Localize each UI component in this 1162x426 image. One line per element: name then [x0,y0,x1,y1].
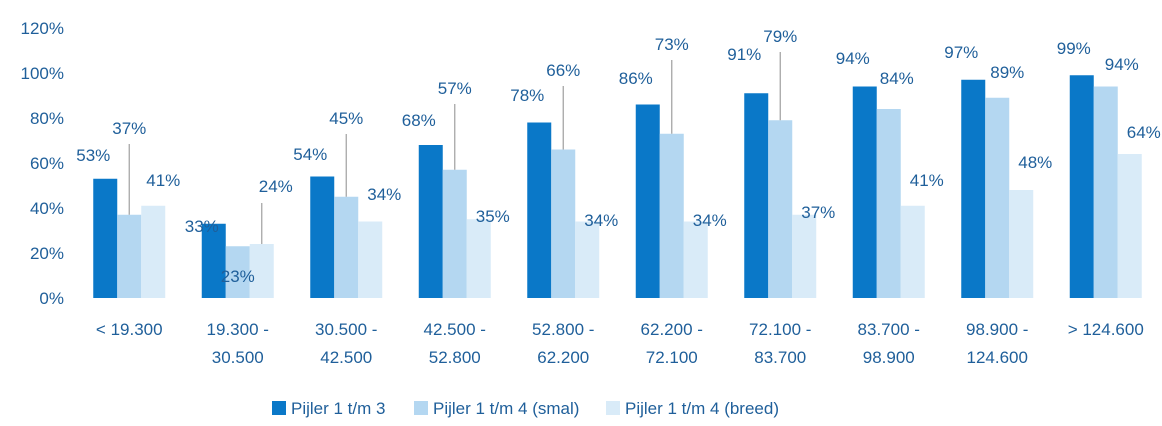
y-tick-label: 20% [30,244,64,263]
legend-swatch [272,401,286,415]
data-label: 53% [76,146,110,165]
data-label: 34% [367,185,401,204]
x-tick-label: > 124.600 [1068,320,1144,339]
bar [683,221,708,298]
data-label: 57% [438,79,472,98]
x-tick-label: 30.500 [212,348,264,367]
data-label: 41% [146,171,180,190]
data-label: 24% [259,177,293,196]
y-tick-label: 80% [30,109,64,128]
bar [418,145,443,298]
y-tick-label: 60% [30,154,64,173]
x-tick-label: < 19.300 [96,320,163,339]
data-label: 79% [763,27,797,46]
data-label: 64% [1127,123,1161,142]
data-label: 97% [944,43,978,62]
bar [1009,190,1034,298]
bar [249,244,274,298]
bar [792,214,817,298]
bar [442,169,467,298]
data-label: 37% [112,119,146,138]
bar [852,86,877,298]
y-tick-label: 120% [21,19,64,38]
bar [93,178,118,298]
bar [900,205,925,298]
bar [985,97,1010,298]
data-label: 33% [185,217,219,236]
x-tick-label: 42.500 [320,348,372,367]
bar [635,104,660,298]
x-tick-label: 62.200 [537,348,589,367]
legend-label: Pijler 1 t/m 3 [291,399,385,418]
y-tick-label: 100% [21,64,64,83]
x-tick-label: 124.600 [967,348,1028,367]
x-tick-label: 83.700 - [858,320,920,339]
legend-label: Pijler 1 t/m 4 (smal) [433,399,579,418]
data-label: 89% [990,63,1024,82]
bar [466,219,491,298]
legend-label: Pijler 1 t/m 4 (breed) [625,399,779,418]
bar [575,221,600,298]
data-label: 86% [619,69,653,88]
data-label: 94% [836,49,870,68]
legend-swatch [606,401,620,415]
data-label: 99% [1057,39,1091,58]
bar [310,176,335,298]
bar [201,223,226,298]
x-tick-label: 72.100 [646,348,698,367]
y-tick-label: 0% [39,289,64,308]
bar [117,214,142,298]
bar [961,79,986,298]
bar [1069,75,1094,298]
data-label: 37% [801,203,835,222]
bar [225,246,250,298]
x-tick-label: 98.900 [863,348,915,367]
data-label: 35% [476,207,510,226]
bar [1117,154,1142,298]
x-tick-label: 83.700 [754,348,806,367]
x-tick-label: 42.500 - [424,320,486,339]
data-label: 34% [693,211,727,230]
data-label: 78% [510,86,544,105]
data-label: 91% [727,45,761,64]
x-tick-label: 52.800 - [532,320,594,339]
bar [744,93,769,298]
data-label: 84% [880,69,914,88]
bar [141,205,166,298]
x-tick-label: 30.500 - [315,320,377,339]
data-label: 94% [1105,55,1139,74]
data-label: 68% [402,111,436,130]
bar [551,149,576,298]
data-label: 34% [584,211,618,230]
data-label: 73% [655,35,689,54]
x-tick-label: 19.300 - [207,320,269,339]
legend-swatch [414,401,428,415]
bar [768,120,793,298]
x-tick-label: 98.900 - [966,320,1028,339]
data-label: 54% [293,145,327,164]
x-tick-label: 72.100 - [749,320,811,339]
bar [1093,86,1118,298]
data-label: 66% [546,61,580,80]
data-label: 48% [1018,153,1052,172]
data-label: 41% [910,171,944,190]
x-tick-label: 62.200 - [641,320,703,339]
data-label: 23% [221,267,255,286]
data-label: 45% [329,109,363,128]
bar [659,133,684,298]
bar [334,196,359,298]
bar [358,221,383,298]
bar [527,122,552,298]
x-tick-label: 52.800 [429,348,481,367]
y-tick-label: 40% [30,199,64,218]
bar [876,109,901,298]
